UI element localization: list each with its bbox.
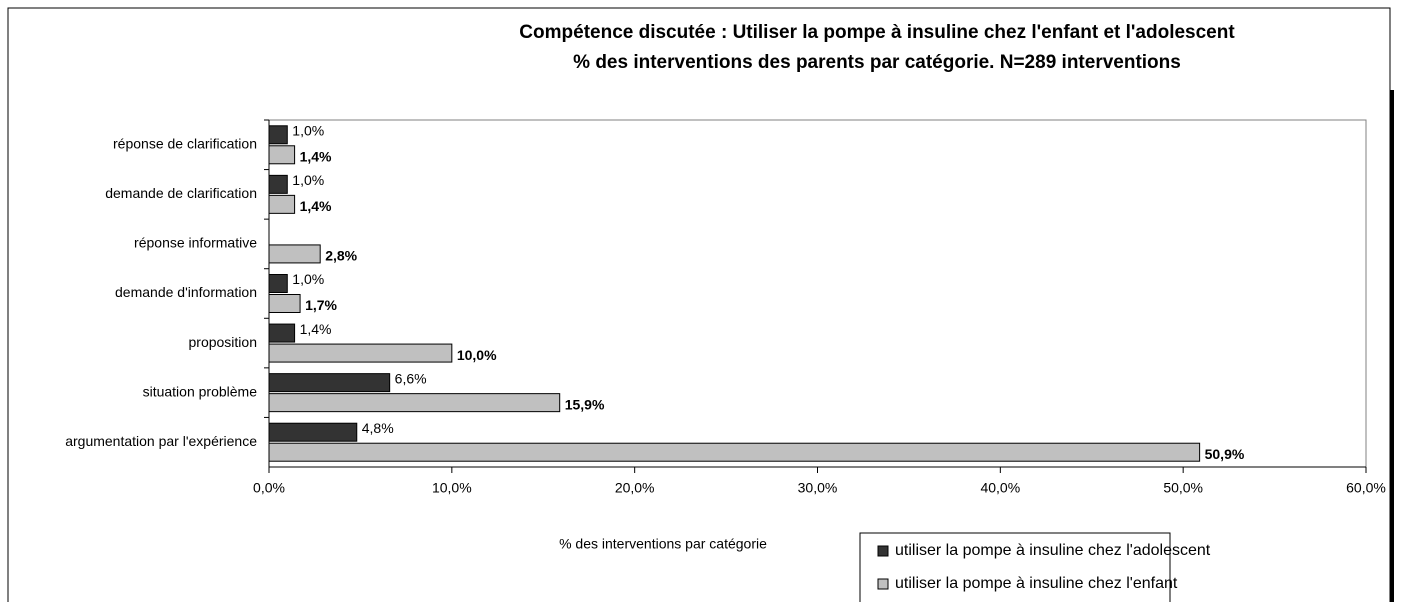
bar [268, 294, 301, 313]
y-tick-label: réponse de clarification [113, 135, 257, 151]
data-label: 6,6% [395, 370, 427, 386]
data-label: 10,0% [457, 347, 497, 363]
data-label: 1,4% [300, 321, 332, 337]
legend-label: utiliser la pompe à insuline chez l'adol… [895, 542, 1211, 559]
bar [268, 422, 358, 442]
bar [268, 442, 1201, 462]
data-label: 1,7% [305, 297, 337, 313]
legend-swatch [877, 578, 889, 590]
bar [268, 125, 288, 145]
data-label: 1,4% [300, 148, 332, 164]
chart-subtitle: % des interventions des parents par caté… [573, 52, 1181, 73]
x-tick-label: 10,0% [432, 480, 472, 496]
plot-area [268, 119, 1367, 468]
data-label: 1,0% [292, 172, 324, 188]
data-label: 1,0% [292, 271, 324, 287]
y-tick-label: demande d'information [115, 284, 257, 300]
bar [268, 194, 296, 214]
y-tick-label: réponse informative [134, 235, 257, 251]
legend-label: utiliser la pompe à insuline chez l'enfa… [895, 575, 1178, 592]
bar [268, 244, 321, 264]
x-tick-label: 60,0% [1346, 480, 1386, 496]
data-label: 4,8% [362, 420, 394, 436]
x-axis-title: % des interventions par catégorie [559, 536, 767, 552]
data-label: 1,4% [300, 198, 332, 214]
bar [268, 174, 288, 194]
data-label: 2,8% [325, 248, 357, 264]
legend-swatch [877, 545, 889, 557]
bar [268, 393, 561, 413]
x-tick-label: 40,0% [980, 480, 1020, 496]
legend [859, 532, 1171, 602]
y-tick-label: situation problème [143, 383, 258, 399]
bar [268, 373, 391, 393]
bar [268, 145, 296, 165]
x-tick-label: 50,0% [1163, 480, 1203, 496]
bar [268, 323, 296, 343]
data-label: 15,9% [565, 396, 605, 412]
y-tick-label: proposition [189, 334, 258, 350]
bar [268, 343, 453, 363]
x-tick-label: 30,0% [798, 480, 838, 496]
chart-title: Compétence discutée : Utiliser la pompe … [519, 22, 1235, 43]
y-tick-label: demande de clarification [105, 185, 257, 201]
data-label: 50,9% [1205, 446, 1245, 462]
y-tick-label: argumentation par l'expérience [65, 433, 257, 449]
x-tick-label: 0,0% [253, 480, 285, 496]
bar [268, 274, 288, 293]
x-tick-label: 20,0% [615, 480, 655, 496]
data-label: 1,0% [292, 122, 324, 138]
